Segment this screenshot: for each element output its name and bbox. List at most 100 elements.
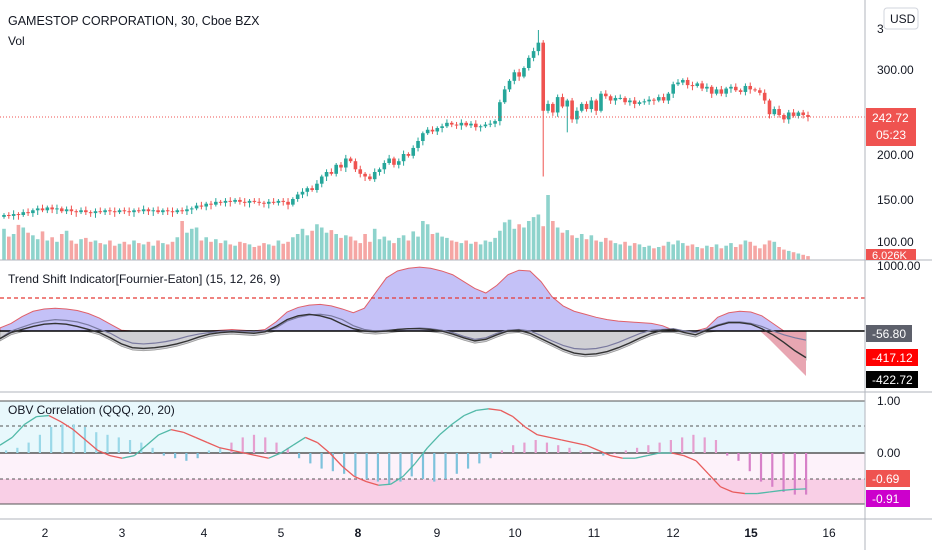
candle-body <box>382 163 387 170</box>
currency-button[interactable] <box>883 7 919 30</box>
candle-body <box>108 210 112 212</box>
candle-body <box>724 88 728 94</box>
obv-lower-zone <box>0 479 865 504</box>
candle-body <box>589 100 594 110</box>
candle-body <box>363 173 367 177</box>
volume-bar <box>339 237 343 260</box>
candle-body <box>137 210 141 212</box>
candle-body <box>189 208 194 210</box>
candle-body <box>50 207 54 210</box>
candle-body <box>628 100 632 103</box>
price-pane[interactable] <box>0 30 865 260</box>
price-tick-top: 3 <box>877 22 884 36</box>
candle-body <box>541 42 546 111</box>
volume-bar <box>464 240 468 260</box>
candle-body <box>233 199 237 202</box>
obv-bar <box>343 453 346 474</box>
volume-value: 6.026K <box>872 250 908 262</box>
volume-bar <box>223 240 228 260</box>
obv-bar <box>207 450 211 453</box>
volume-bar <box>84 237 88 260</box>
candle-body <box>257 201 261 203</box>
volume-bar <box>310 230 314 260</box>
obv-bar <box>196 453 199 459</box>
volume-bar <box>26 232 30 260</box>
obv-bar <box>309 453 312 464</box>
volume-bar <box>406 240 411 260</box>
obv-pane[interactable] <box>0 400 865 505</box>
obv-line-segment <box>585 444 599 451</box>
obv-line-segment <box>512 416 526 428</box>
candle-body <box>570 100 574 120</box>
obv-bar <box>241 437 244 453</box>
volume-bar <box>64 230 69 260</box>
obv-line-segment <box>732 491 746 495</box>
volume-bar <box>440 236 444 260</box>
last-price-value: 242.72 <box>872 111 909 125</box>
candle-body <box>656 97 661 101</box>
volume-bar <box>767 240 772 260</box>
obv-line-segment <box>219 447 233 452</box>
candle-body <box>416 141 420 148</box>
volume-bar <box>714 244 719 260</box>
candle-body <box>11 214 16 216</box>
candle-body <box>454 124 459 126</box>
tsi-value-tag <box>866 325 912 342</box>
candle-body <box>690 85 695 87</box>
volume-bar <box>536 214 541 260</box>
volume-bar <box>242 243 247 260</box>
obv-bar <box>117 437 120 453</box>
volume-bar <box>526 221 531 260</box>
candle-body <box>671 84 675 94</box>
tsi-value: -422.72 <box>872 373 913 387</box>
candle-body <box>536 42 541 52</box>
candle-body <box>271 201 276 203</box>
candle-body <box>493 121 497 124</box>
volume-bar <box>560 232 565 260</box>
candle-body <box>310 188 314 190</box>
obv-bar <box>805 453 808 495</box>
obv-bar <box>478 453 481 464</box>
candle-body <box>623 97 627 103</box>
candle-body <box>286 201 290 205</box>
obv-bar <box>297 453 301 459</box>
volume-bar <box>502 222 507 260</box>
volume-bar <box>772 241 777 260</box>
obv-bar <box>590 453 594 454</box>
tsi-pane[interactable] <box>0 266 865 376</box>
candle-body <box>238 199 242 202</box>
volume-bar <box>74 243 79 260</box>
obv-line-segment <box>463 409 477 417</box>
candle-body <box>661 97 666 101</box>
candle-body <box>319 176 324 184</box>
candle-body <box>498 102 502 122</box>
volume-bar <box>262 243 266 260</box>
candle-body <box>762 92 767 101</box>
volume-bar <box>632 243 637 260</box>
obv-bar <box>759 453 763 482</box>
obv-line-segment <box>170 428 184 433</box>
obv-line-segment <box>329 452 343 467</box>
volume-bar <box>146 241 151 260</box>
obv-bar <box>624 450 627 453</box>
candle-body <box>218 201 223 203</box>
candle-body <box>165 210 170 212</box>
obv-line-segment <box>158 429 172 436</box>
candle-body <box>7 214 11 216</box>
candle-body <box>449 122 454 125</box>
volume-bar <box>796 253 801 260</box>
volume-bar <box>2 228 6 260</box>
candle-body <box>440 126 444 129</box>
volume-tag <box>866 249 916 260</box>
volume-bar <box>214 239 218 260</box>
obv-bar <box>579 450 582 453</box>
candle-body <box>305 188 310 192</box>
obv-bar <box>557 445 560 453</box>
candle-body <box>748 85 753 90</box>
volume-bar <box>753 245 757 260</box>
time-label: 15 <box>744 526 758 540</box>
time-label: 12 <box>666 526 680 540</box>
candle-body <box>295 194 300 199</box>
obv-line-segment <box>695 460 709 475</box>
